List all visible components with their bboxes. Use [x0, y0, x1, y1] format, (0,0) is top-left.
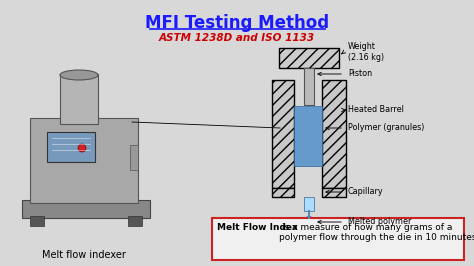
Text: Melt Flow Index: Melt Flow Index	[217, 223, 298, 232]
Bar	[272, 80, 294, 188]
Text: Melt flow indexer: Melt flow indexer	[42, 250, 126, 260]
Bar	[304, 197, 314, 211]
Text: MFI Testing Method: MFI Testing Method	[145, 14, 329, 32]
Text: Heated Barrel: Heated Barrel	[348, 106, 404, 114]
Bar	[130, 145, 138, 170]
Bar	[128, 216, 142, 226]
Circle shape	[78, 144, 86, 152]
Bar	[30, 216, 44, 226]
Bar	[212, 218, 464, 260]
Bar	[279, 48, 339, 68]
Text: Piston: Piston	[348, 69, 372, 78]
Text: ASTM 1238D and ISO 1133: ASTM 1238D and ISO 1133	[159, 33, 315, 43]
Bar	[322, 80, 346, 188]
Text: Melted polymer: Melted polymer	[348, 218, 411, 227]
Text: Capillary: Capillary	[348, 188, 383, 197]
Bar	[304, 68, 314, 105]
Text: Weight
(2.16 kg): Weight (2.16 kg)	[348, 42, 384, 62]
Bar	[60, 74, 98, 124]
Bar	[322, 188, 346, 197]
Ellipse shape	[60, 70, 98, 80]
Bar	[272, 188, 294, 197]
Ellipse shape	[304, 217, 313, 227]
Bar	[294, 106, 322, 166]
Text: is a measure of how many grams of a
polymer flow through the die in 10 minutes.: is a measure of how many grams of a poly…	[279, 223, 474, 242]
Text: Polymer (granules): Polymer (granules)	[348, 123, 424, 132]
Bar	[30, 118, 138, 203]
Bar	[47, 132, 95, 162]
Bar	[22, 200, 150, 218]
